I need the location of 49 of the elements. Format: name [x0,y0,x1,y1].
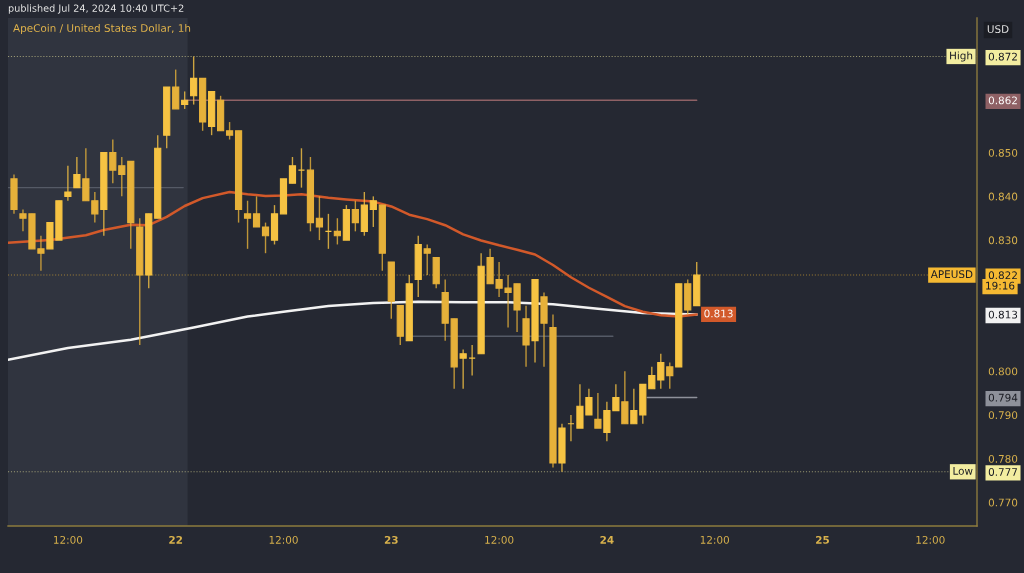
x-tick-label: 22 [169,535,183,544]
y-axis-title: USD [987,25,1009,34]
data-label: 0.813 [704,309,733,318]
candlestick [369,195,377,228]
candlestick [459,348,467,390]
candlestick [594,392,602,429]
x-tick-label: 12:00 [700,535,730,544]
y-tick-label: 0.794 [988,393,1018,402]
candlestick [261,221,270,254]
candlestick [190,55,198,106]
text: 19:16 [986,281,1015,290]
candlestick [243,200,252,250]
x-tick-label: 24 [600,535,614,544]
candlestick [333,217,341,246]
x-tick-label: 12:00 [269,535,298,544]
candlestick [297,147,306,189]
y-tick-label: 0.800 [988,367,1018,376]
candlestick [621,370,629,425]
y-tick-label: 0.830 [988,236,1018,245]
candlestick [315,195,324,241]
candlestick [73,156,81,189]
y-tick-label: 0.850 [988,148,1018,157]
y-tick-label: 0.777 [988,468,1018,476]
candlestick [252,195,261,228]
y-tick-label: 0.770 [988,498,1018,507]
y-tick-label: 0.780 [988,454,1018,463]
x-tick-label: 25 [816,535,830,544]
x-tick-label: 12:00 [54,535,83,544]
text: ApeCoin / United States Dollar, 1h [13,23,191,35]
y-tick-label: 0.840 [988,192,1018,201]
y-tick-label: 0.872 [988,52,1017,61]
candlestick [64,165,72,202]
candlestick [351,200,359,233]
x-tick-label: 23 [384,535,398,544]
y-tick-label: 0.790 [988,411,1018,420]
candlestick [288,156,297,184]
candlestick [666,361,674,390]
x-tick-label: 12:00 [485,535,514,544]
ref-line-label: APEUSD [930,270,973,279]
ref-line-label: Low [953,467,973,475]
x-tick-label: 12:00 [916,535,945,544]
candlestick [423,243,431,276]
y-tick-label: 0.813 [988,310,1018,319]
candlestick [172,68,180,110]
y-tick-label: 0.862 [988,96,1017,105]
line-series [8,190,698,318]
ref-line-label: High [950,51,973,62]
chart-subtitle: published Jul 24, 2024 10:40 UTC+2 [8,4,184,14]
y-tick-label: 0.822 [988,271,1017,280]
